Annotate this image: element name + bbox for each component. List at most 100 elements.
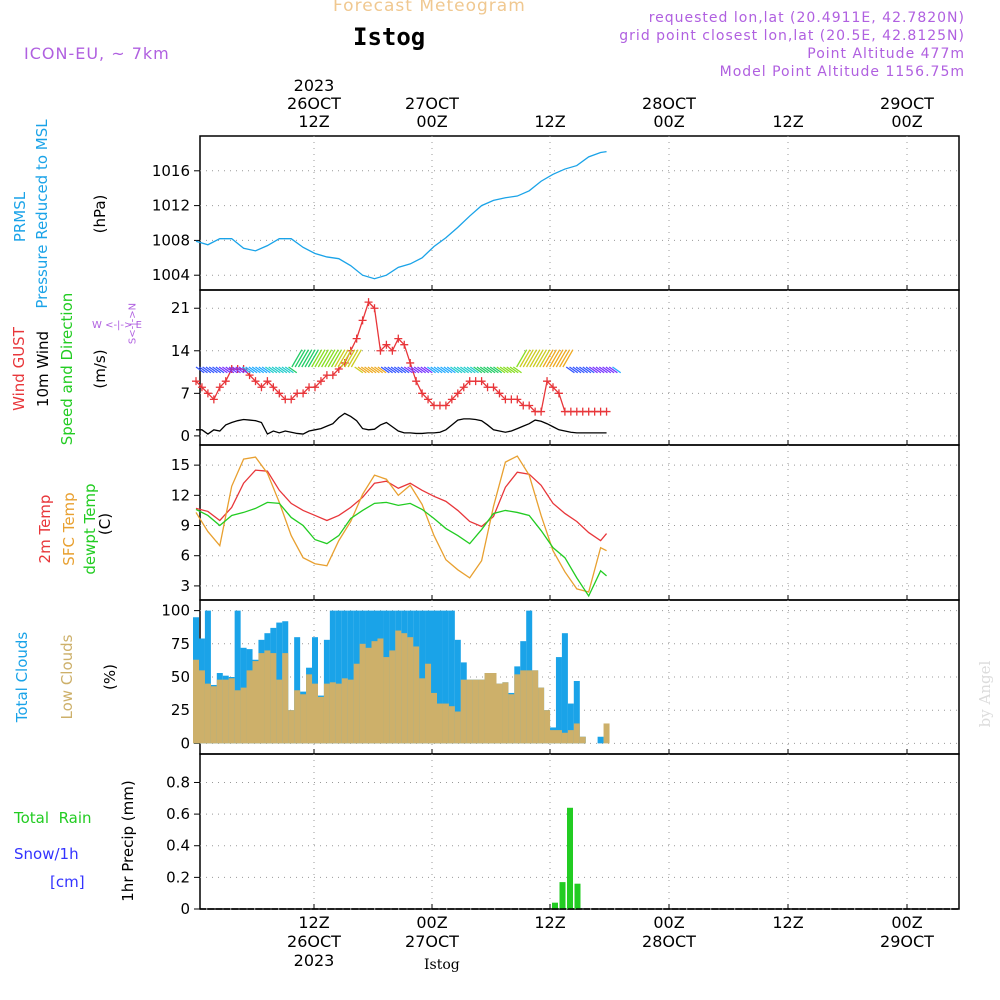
wind-arrow (569, 366, 579, 374)
bar-low-clouds (579, 736, 586, 744)
bottom-axis-label: 12Z (772, 913, 804, 932)
bar-low-clouds (550, 730, 556, 744)
wind-arrow (370, 366, 380, 374)
bar-total-rain (574, 883, 581, 909)
wind-arrow (592, 366, 602, 374)
wind-arrow (572, 366, 582, 374)
wind-arrow (582, 366, 592, 374)
product-title: Forecast Meteogram (333, 0, 526, 16)
gust-marker (602, 407, 611, 416)
bar-low-clouds (502, 682, 509, 744)
wind-arrow (427, 366, 436, 374)
gust-marker (495, 389, 504, 398)
wind-arrow (258, 366, 268, 374)
wind-arrow (347, 349, 359, 368)
wind-arrow (552, 349, 564, 368)
snow-label: Snow/1h (14, 845, 79, 863)
wind-arrow (456, 366, 466, 374)
bar-low-clouds (365, 647, 372, 744)
bar-low-clouds (442, 703, 449, 744)
wind-arrow (453, 366, 463, 374)
gust-marker (388, 346, 397, 355)
bar-low-clouds (198, 670, 205, 744)
bar-low-clouds (317, 696, 324, 744)
bar-total-clouds (448, 610, 455, 744)
wind-arrow (588, 366, 598, 374)
bar-low-clouds (436, 703, 443, 744)
wind-arrow (202, 366, 212, 374)
wind-arrow (403, 366, 413, 374)
wind-arrow (407, 366, 417, 374)
y-tick-label: 12 (171, 486, 190, 504)
wind-arrow (390, 366, 400, 374)
gust-marker (459, 383, 468, 392)
bar-low-clouds (526, 670, 533, 744)
bar-total-clouds (454, 639, 461, 744)
gust-marker (424, 395, 433, 404)
bar-low-clouds (454, 711, 461, 744)
bar-low-clouds (377, 638, 384, 744)
wind-arrow (357, 366, 367, 374)
bar-low-clouds (359, 643, 366, 744)
bar-low-clouds (460, 679, 467, 744)
panel-5: 0 0.2 0.4 0.6 0.8 (166, 753, 960, 918)
bar-low-clouds (306, 674, 313, 744)
y-tick-label: 1004 (152, 266, 190, 284)
wind-arrow (506, 366, 516, 374)
bar-total-rain (559, 882, 566, 909)
wind-arrow (377, 366, 387, 374)
y-tick-label: 0 (180, 427, 190, 445)
series-line-sfc-temp (195, 455, 607, 593)
wind-arrow (360, 366, 370, 374)
wind-arrow (251, 366, 261, 374)
wind-arrow (608, 366, 618, 374)
top-axis-label: 00Z (653, 112, 685, 131)
wind-arrow (195, 366, 205, 374)
wind-arrow (612, 366, 622, 374)
y-tick-label: 50 (171, 668, 190, 686)
compass-we-label: W <-|-> E (92, 320, 142, 331)
gust-marker (376, 346, 385, 355)
wind-arrow (460, 366, 470, 374)
y-tick-label: 0 (180, 900, 190, 918)
wind-arrow (350, 349, 362, 368)
wind-arrow (503, 366, 512, 374)
top-axis-label: 12Z (772, 112, 804, 131)
wind-arrow (525, 349, 538, 368)
gust-marker (477, 377, 486, 386)
bar-low-clouds (514, 674, 521, 744)
wind-arrow (539, 349, 551, 368)
bar-low-clouds (419, 678, 426, 744)
gust-marker (543, 377, 552, 386)
gust-marker (287, 395, 296, 404)
wind-arrow (463, 366, 473, 374)
wind-arrow (542, 349, 554, 368)
y-tick-label: 21 (171, 299, 190, 317)
wind-arrow (248, 366, 258, 374)
wind-arrow (440, 366, 450, 374)
bar-total-clouds (347, 610, 354, 744)
wind-arrow (330, 349, 343, 368)
gust-marker (197, 383, 206, 392)
wind-arrow (235, 366, 245, 374)
snow-unit-label: [cm] (50, 873, 85, 891)
wind-arrow (400, 366, 410, 374)
wind-arrow (476, 366, 486, 374)
gust-marker (316, 377, 325, 386)
wind-arrow (410, 366, 420, 374)
wind-arrow (496, 366, 506, 374)
wind-arrow (297, 349, 310, 368)
wind-arrow (205, 366, 215, 374)
panel-2: 0 7 14 21 (171, 289, 960, 446)
bar-low-clouds (353, 663, 360, 744)
wind-arrow (473, 366, 483, 374)
wind-arrow (324, 349, 336, 368)
bar-low-clouds (567, 730, 574, 744)
gust-marker (394, 334, 403, 343)
wind-arrow (466, 366, 476, 374)
bar-low-clouds (484, 673, 491, 744)
gust-marker (263, 377, 272, 386)
wind-arrow (314, 349, 326, 368)
bar-low-clouds (341, 678, 348, 744)
